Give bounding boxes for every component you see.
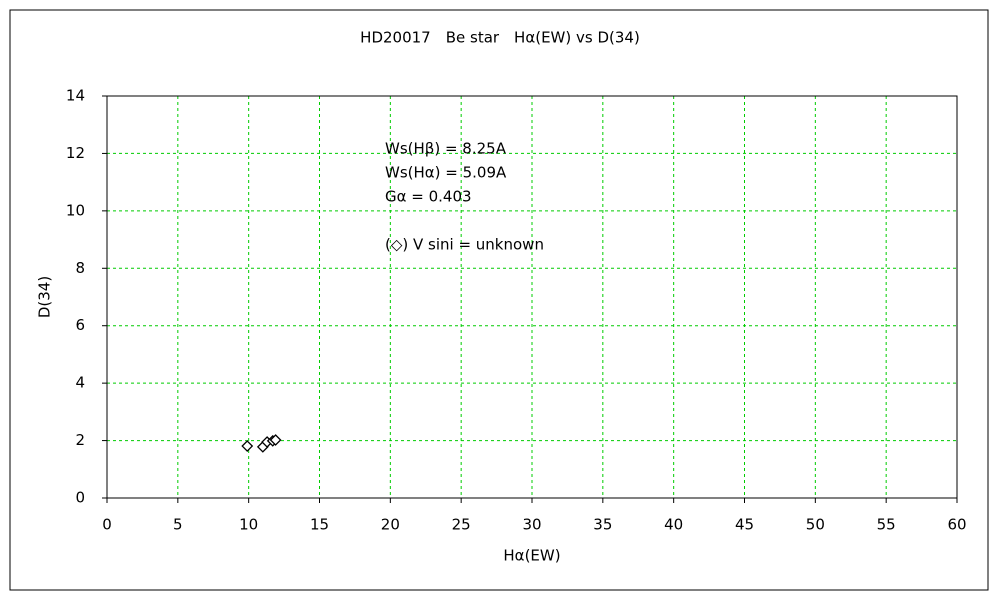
y-axis-label: D(34) [36,276,54,318]
plot-border [106,95,958,499]
y-tick-label: 2 [75,431,85,449]
chart-title: HD20017 Be star Hα(EW) vs D(34) [360,29,640,47]
x-tick-label: 0 [102,516,112,534]
data-point [269,434,282,446]
x-tick-label: 55 [877,516,896,534]
x-tick-label: 40 [664,516,683,534]
chart-frame [9,9,989,591]
x-tick-label: 30 [522,516,541,534]
x-axis-label: Hα(EW) [503,547,560,565]
x-tick-label: 15 [310,516,329,534]
y-tick-label: 14 [66,87,85,105]
annotation: Ws(Hβ) = 8.25A [385,140,507,158]
x-tick-label: 35 [593,516,612,534]
y-tick-label: 10 [66,201,85,219]
y-tick-label: 6 [75,316,85,334]
annotation: Gα = 0.403 [385,188,472,206]
x-tick-label: 20 [381,516,400,534]
x-tick-label: 45 [735,516,754,534]
x-tick-label: 50 [806,516,825,534]
y-tick-label: 12 [66,144,85,162]
annotation: Ws(Hα) = 5.09A [385,164,507,182]
data-point [241,440,254,452]
annotation: (◇) V sini = unknown [385,236,544,254]
y-tick-label: 0 [75,489,85,507]
x-tick-label: 60 [947,516,966,534]
y-tick-label: 4 [75,374,85,392]
x-tick-label: 10 [239,516,258,534]
y-tick-label: 8 [75,259,85,277]
x-tick-label: 25 [452,516,471,534]
x-tick-label: 5 [173,516,183,534]
